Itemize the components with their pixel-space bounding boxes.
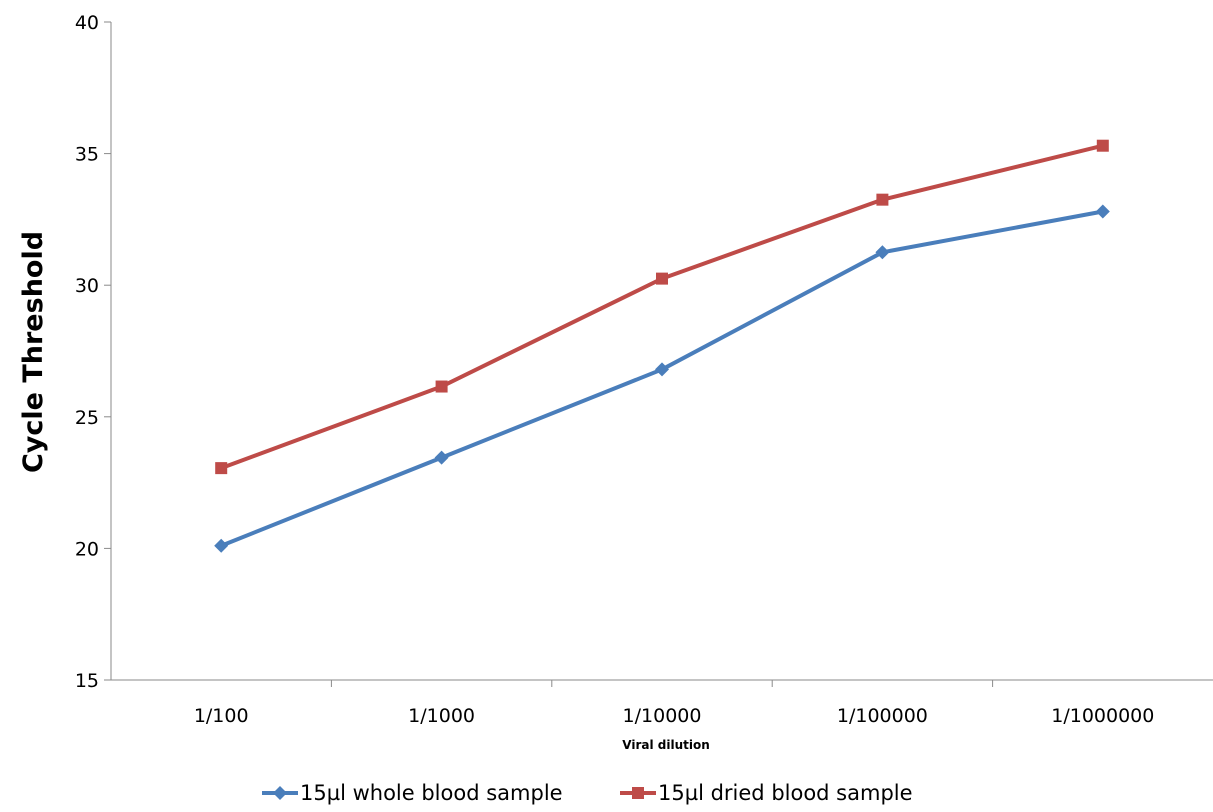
x-tick-label: 1/1000000 — [1051, 705, 1154, 727]
series-lines — [220, 143, 1104, 548]
x-tick-label: 1/10000 — [623, 705, 702, 727]
x-tick-label: 1/100 — [194, 705, 249, 727]
legend-label-2: 15µl dried blood sample — [658, 781, 913, 805]
series-1-point — [875, 245, 890, 260]
y-tick-label: 35 — [75, 144, 99, 166]
series-1-point — [655, 362, 669, 377]
series-line-1 — [220, 209, 1104, 548]
legend-label-1: 15µl whole blood sample — [300, 781, 563, 805]
y-tick-label: 30 — [75, 275, 99, 297]
series-1-point — [1095, 204, 1110, 219]
x-ticks: 1/100 1/1000 1/10000 1/100000 1/1000000 — [194, 680, 1154, 727]
axes — [110, 22, 1213, 681]
series-2-point — [656, 272, 668, 285]
series-1-point — [214, 538, 229, 553]
x-tick-label: 1/100000 — [837, 705, 928, 727]
series-2-point — [1096, 139, 1109, 152]
series-markers — [214, 139, 1110, 553]
y-ticks: 15 20 25 30 35 40 — [75, 12, 111, 692]
series-1-point — [434, 450, 449, 465]
y-axis-title: Cycle Threshold — [18, 231, 49, 473]
y-tick-label: 40 — [75, 12, 99, 34]
legend-marker-1 — [273, 786, 287, 800]
x-tick-label: 1/1000 — [408, 705, 475, 727]
y-tick-label: 15 — [75, 670, 99, 692]
series-2-point — [876, 193, 889, 206]
series-2-point — [435, 380, 448, 393]
legend-marker-2 — [632, 787, 644, 799]
x-axis-title: Viral dilution — [622, 738, 710, 752]
y-tick-label: 25 — [75, 407, 99, 429]
legend: 15µl whole blood sample 15µl dried blood … — [262, 781, 913, 805]
series-line-2 — [220, 143, 1104, 470]
y-tick-label: 20 — [75, 538, 99, 560]
series-2-point — [215, 462, 228, 475]
